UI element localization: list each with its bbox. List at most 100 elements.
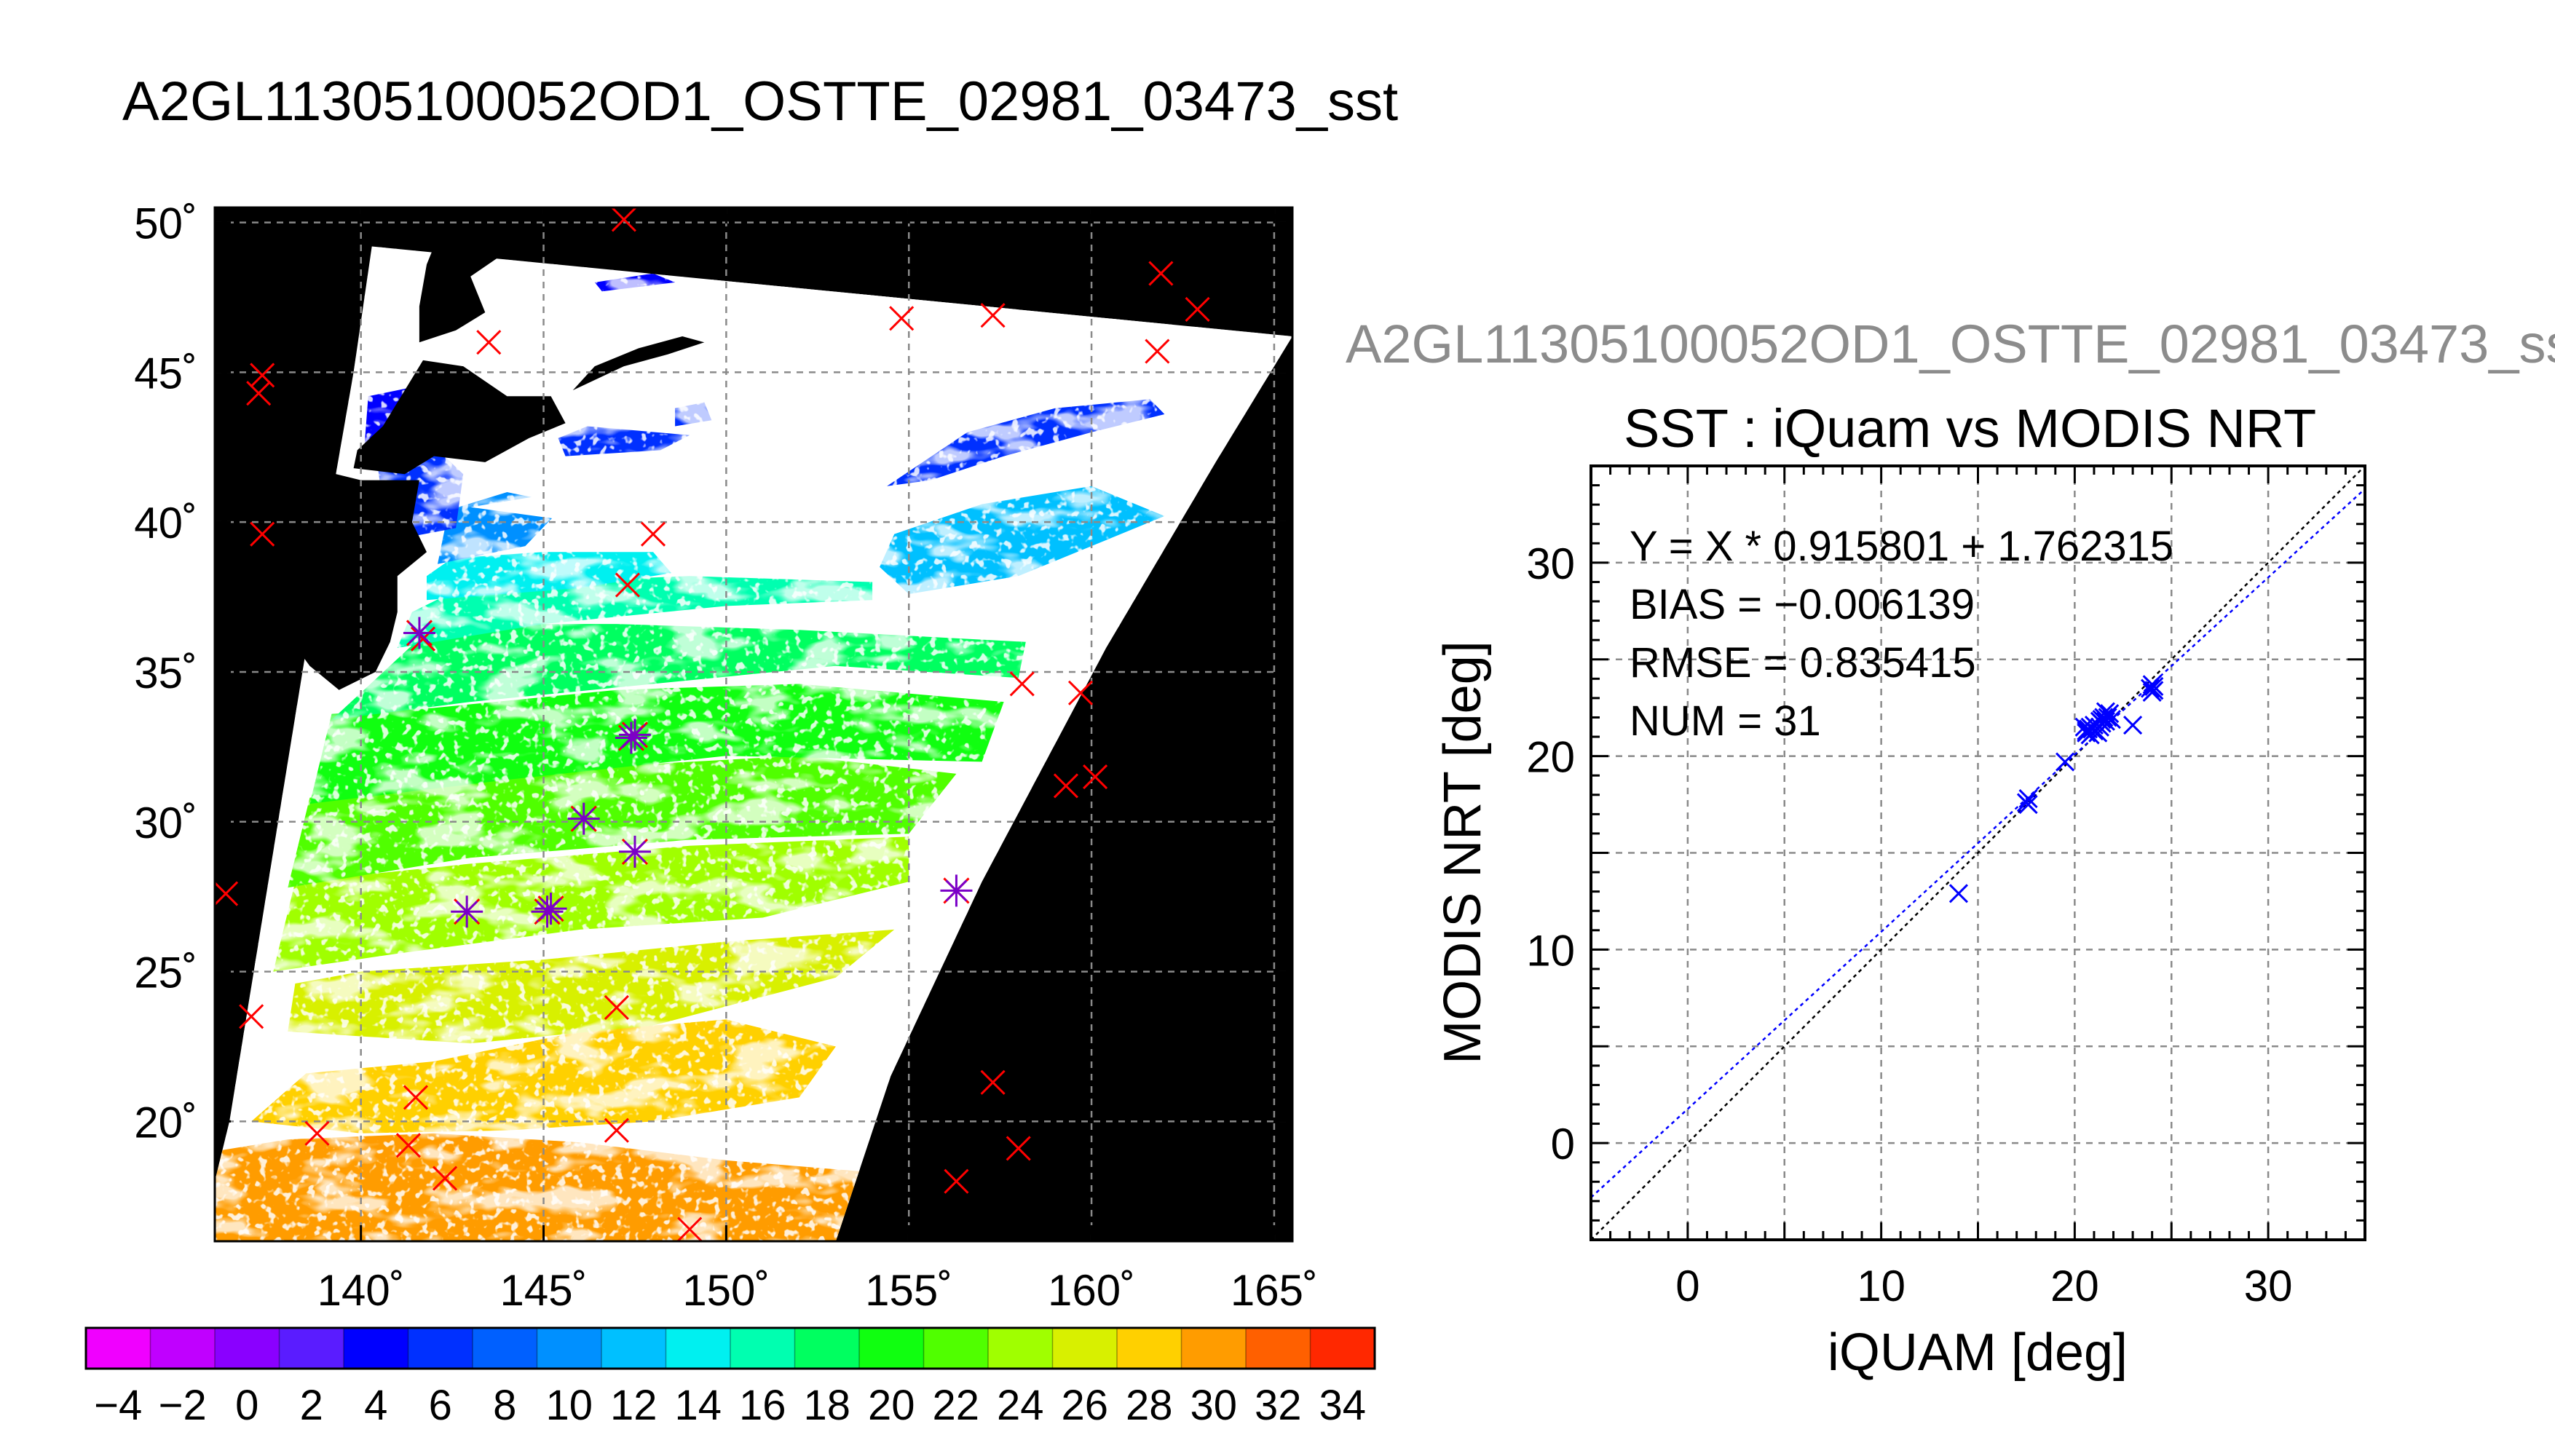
matched-buoy-marker [945,879,968,902]
land-shapes [266,207,705,690]
map-lat-label: 45˚ [134,349,197,397]
colorbar-box [215,1328,280,1369]
scatter-annotation: NUM = 31 [1630,697,1821,745]
colorbar-label: 10 [545,1382,593,1429]
map-lon-label: 140˚ [317,1266,405,1315]
buoy-marker [1148,261,1174,286]
colorbar-label: −4 [94,1382,142,1429]
main-title: A2GL11305100052OD1_OSTTE_02981_03473_sst [122,71,1399,132]
colorbar-box [1052,1328,1118,1369]
scatter-annotation: RMSE = 0.835415 [1630,639,1976,687]
colorbar-label: −2 [159,1382,207,1429]
buoy-marker [611,207,636,232]
matched-buoy-marker [620,727,642,749]
scatter-annotation: Y = X * 0.915801 + 1.762315 [1630,523,2173,570]
scatter-point-stroke [2016,793,2036,812]
colorbar-box [344,1328,409,1369]
colorbar-box [988,1328,1054,1369]
scatter-point [2140,678,2160,698]
scatter-point-stroke [2144,676,2164,697]
map-longitude-labels: 140˚ 145˚ 150˚ 155˚ 160˚ 165˚ [317,1266,1318,1315]
colorbar-box [730,1328,796,1369]
buoy-marker [980,1069,1006,1095]
scatter-y-tick-labels: 0 10 20 30 [1526,539,1575,1168]
colorbar-label: 32 [1255,1382,1302,1429]
colorbar-label: 30 [1190,1382,1237,1429]
cloud-bank-north [660,267,1187,379]
buoy-marker [304,1120,330,1146]
scatter-point [2144,676,2164,697]
scatter-x-tick-label: 10 [1857,1262,1906,1310]
colorbar-labels: −4 −2 0 2 4 6 8 10 12 14 16 18 20 22 24 26 28 30 32 34 [94,1382,1366,1429]
map-lon-label: 150˚ [682,1266,770,1315]
buoy-marker [1145,339,1170,364]
map-frame [213,206,1294,1243]
scatter-point [2123,716,2143,735]
buoy-marker [433,1166,458,1191]
buoy-marker [239,1004,264,1029]
matched-buoy-marker [540,898,562,920]
map-lon-label: 145˚ [499,1266,587,1315]
scatter-point [2018,789,2038,809]
matched-buoy-marker [623,840,647,863]
scatter-x-tick-labels: 0 10 20 30 [1675,1262,2292,1310]
colorbar-label: 24 [997,1382,1044,1429]
scatter-title: SST : iQuam vs MODIS NRT [1624,398,2317,459]
scatter-point [2096,702,2115,721]
buoy-marker [1053,773,1079,799]
scatter-point [2100,704,2120,724]
scatter-x-axis-label: iQUAM [deg] [1828,1324,2128,1382]
colorbar-label: 34 [1319,1382,1366,1429]
buoy-marker [395,1133,421,1158]
colorbar-box [794,1328,860,1369]
colorbar-box [1246,1328,1311,1369]
scatter-x-tick-label: 20 [2050,1262,2099,1310]
map-tick-marks [215,207,1292,1241]
colorbar-box [473,1328,538,1369]
land-shape-4 [572,336,705,391]
buoy-marker [1067,680,1094,705]
buoy-marker [250,521,275,547]
map-lon-label: 160˚ [1048,1266,1135,1315]
colorbar-box [1181,1328,1247,1369]
buoy-marker [944,1168,969,1194]
buoy-marker [246,381,272,406]
buoy-marker [1185,296,1210,323]
scatter-y-tick-label: 0 [1551,1120,1575,1168]
sst-map: 140˚ 145˚ 150˚ 155˚ 160˚ 165˚ 20˚ 25˚ 30˚ 35˚ 40˚… [134,199,1318,1315]
scatter-tick-marks [1590,464,2366,1241]
scatter-points [1948,675,2164,903]
scatter-y-axis-label: MODIS NRT [deg] [1434,641,1492,1064]
map-latitude-labels: 20˚ 25˚ 30˚ 35˚ 40˚ 45˚ 50˚ [134,199,197,1147]
buoy-marker [1006,1136,1031,1161]
land-shape-0 [266,462,427,690]
colorbar-box [279,1328,344,1369]
map-lat-label: 20˚ [134,1098,197,1147]
map-grid [215,207,1292,1241]
colorbar-box [1117,1328,1182,1369]
buoy-marker [215,881,239,906]
colorbar-label: 2 [300,1382,323,1429]
colorbar-label: 22 [932,1382,979,1429]
scatter-point-stroke [2098,708,2117,727]
scatter-point [2016,793,2036,812]
colorbar-box [537,1328,602,1369]
colorbar-box [150,1328,216,1369]
map-lat-label: 25˚ [134,949,197,997]
scatter-annotations: Y = X * 0.915801 + 1.762315 BIAS = −0.006… [1630,523,2173,745]
scatter-point [2101,710,2121,729]
colorbar-frame [84,1326,1376,1370]
scatter-point-stroke [2096,702,2115,721]
scatter-point [2094,708,2114,727]
buoy-marker [604,1117,629,1143]
colorbar-label: 18 [803,1382,850,1429]
regression-line [1591,488,2365,1198]
buoy-marker [604,994,629,1021]
colorbar-label: 8 [493,1382,516,1429]
scatter-point [1948,884,1968,903]
colorbar-label: 26 [1061,1382,1108,1429]
colorbar-box [923,1328,989,1369]
scatter-point-stroke [1948,884,1968,903]
buoy-marker [615,572,640,598]
